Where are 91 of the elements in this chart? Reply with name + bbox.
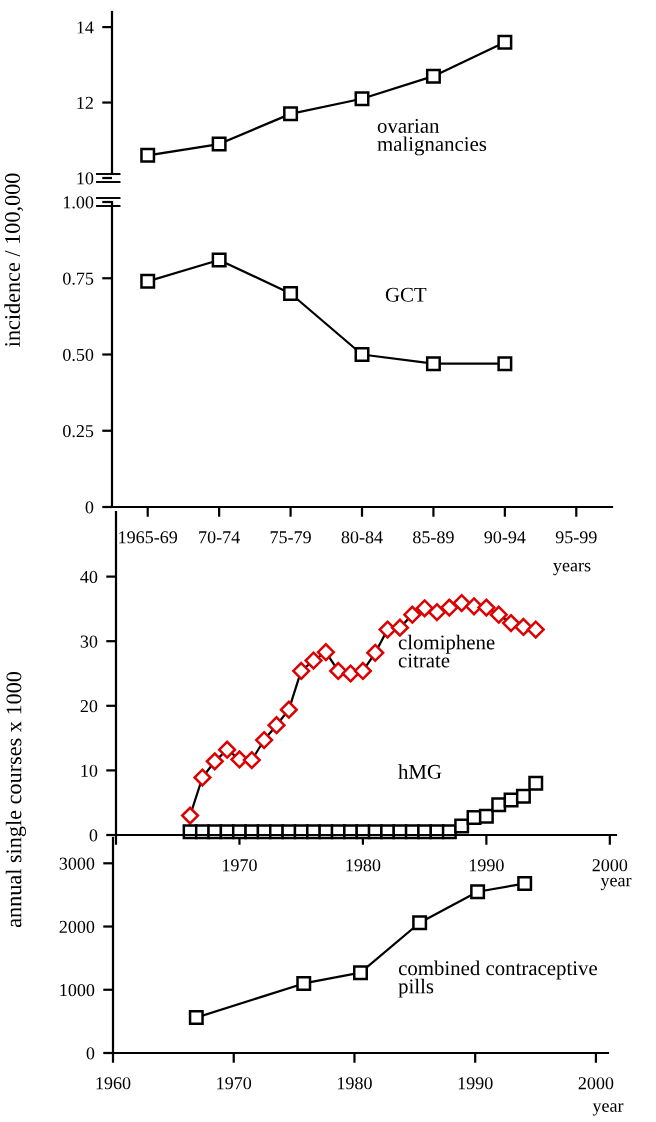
x-axis-title: year xyxy=(592,1103,624,1116)
y-tick-label: 12 xyxy=(77,96,93,109)
y-tick-label: 0 xyxy=(86,1047,95,1060)
y-tick-label: 10 xyxy=(77,172,94,185)
point xyxy=(366,643,385,662)
y-tick-label: 1000 xyxy=(60,984,95,997)
point xyxy=(354,91,370,107)
point xyxy=(517,876,533,892)
point xyxy=(353,661,373,681)
point xyxy=(515,788,531,804)
point xyxy=(279,700,298,719)
y-tick-label: 0.75 xyxy=(63,272,94,285)
point xyxy=(316,643,335,662)
series-label: combined contraceptive pills xyxy=(398,960,597,998)
point xyxy=(478,808,494,824)
point xyxy=(425,356,441,372)
point xyxy=(283,286,299,301)
point xyxy=(497,356,513,372)
y-tick-label: 0.50 xyxy=(63,348,94,362)
x-tick-label: 1980 xyxy=(346,859,381,872)
point xyxy=(218,740,237,759)
y-tick-label: 14 xyxy=(77,21,94,34)
x-tick-label: 2000 xyxy=(592,859,628,872)
y-tick-label: 3000 xyxy=(59,857,95,870)
point xyxy=(528,775,544,791)
x-tick-label: 1970 xyxy=(217,1077,252,1090)
point xyxy=(526,620,545,639)
point xyxy=(489,605,508,624)
y-tick-label: 0 xyxy=(85,501,94,514)
point xyxy=(283,106,299,122)
x-tick-label: 1990 xyxy=(458,1077,493,1090)
point xyxy=(140,147,156,163)
text: GCT xyxy=(385,287,427,302)
point xyxy=(403,605,422,624)
point xyxy=(425,68,441,84)
point xyxy=(242,750,261,770)
y-axis-title: annual single courses x 1000 xyxy=(5,671,26,928)
point xyxy=(514,617,533,637)
point xyxy=(353,965,368,981)
point xyxy=(211,136,227,152)
point xyxy=(296,975,312,991)
y-axis-title: incidence / 100,000 xyxy=(4,173,24,347)
point xyxy=(292,661,311,681)
point xyxy=(180,806,200,825)
y-tick-label: 30 xyxy=(80,635,98,648)
point xyxy=(412,915,428,931)
y-tick-label: 20 xyxy=(80,700,98,713)
x-tick-label: 85-89 xyxy=(413,531,454,544)
point xyxy=(267,716,286,735)
y-tick-label: 1.00 xyxy=(63,196,94,209)
x-axis-title: year xyxy=(600,877,632,891)
y-tick-label: 0 xyxy=(89,829,98,842)
y-tick-label: 10 xyxy=(81,764,98,777)
point xyxy=(341,664,360,683)
point xyxy=(427,603,447,622)
x-tick-label: 70-74 xyxy=(199,531,240,544)
point xyxy=(477,598,496,617)
point xyxy=(415,599,434,618)
series-label: clomiphene citrate xyxy=(398,634,495,668)
point xyxy=(140,273,156,289)
x-axis-title: years xyxy=(553,562,591,576)
point xyxy=(304,651,323,670)
point xyxy=(470,884,486,900)
point xyxy=(211,252,227,268)
x-tick-label: 1990 xyxy=(469,859,504,872)
x-tick-label: 75-79 xyxy=(270,531,311,544)
point xyxy=(454,818,470,834)
x-tick-label: 90-94 xyxy=(484,531,526,544)
series-label: ovarian malignancies xyxy=(377,118,487,156)
x-tick-label: 1970 xyxy=(222,859,257,872)
point xyxy=(501,614,521,633)
point xyxy=(491,797,507,813)
x-tick-label: 2000 xyxy=(578,1077,614,1090)
x-tick-label: 1960 xyxy=(96,1077,131,1090)
y-tick-label: 0.25 xyxy=(63,425,94,438)
point xyxy=(205,752,224,771)
y-tick-label: 40 xyxy=(80,570,98,584)
point xyxy=(329,661,348,681)
point xyxy=(354,347,370,362)
x-tick-label: 80-84 xyxy=(341,531,383,544)
text: hMG xyxy=(398,764,442,779)
point xyxy=(193,768,212,787)
point xyxy=(452,593,471,613)
point xyxy=(188,1010,204,1026)
x-tick-label: 1965-69 xyxy=(119,531,178,544)
point xyxy=(440,598,459,617)
y-tick-label: 2000 xyxy=(59,920,95,933)
x-tick-label: 95-99 xyxy=(555,531,597,544)
point xyxy=(255,730,274,750)
x-tick-label: 1980 xyxy=(338,1077,372,1090)
point xyxy=(497,34,513,50)
